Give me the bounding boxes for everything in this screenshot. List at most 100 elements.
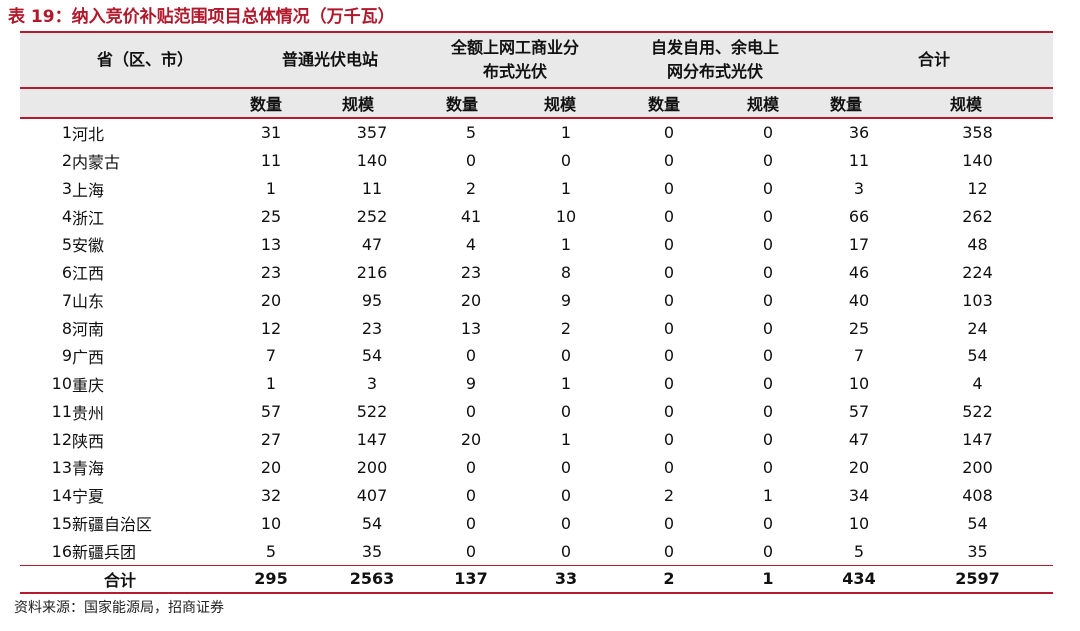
row-scale-2: 0 xyxy=(560,541,572,561)
row-scale-3: 0 xyxy=(762,179,774,199)
row-scale-2: 9 xyxy=(560,290,572,310)
header-group-commercial-pv: 全额上网工商业分 布式光伏 xyxy=(420,33,610,87)
table-title: 表 19：纳入竞价补贴范围项目总体情况（万千瓦） xyxy=(8,7,395,27)
table-total: 合计 295 2563 137 33 2 1 434 2597 xyxy=(20,565,1053,592)
row-scale-3: 0 xyxy=(762,457,774,477)
row-count-3: 0 xyxy=(663,151,675,171)
row-count-3: 0 xyxy=(663,234,675,254)
row-scale-2: 1 xyxy=(560,234,572,254)
row-count-3: 0 xyxy=(663,318,675,338)
header-mid-rule xyxy=(20,87,1053,89)
row-count-3: 0 xyxy=(663,179,675,199)
row-province: 江西 xyxy=(72,264,105,284)
subheader-scale-3: 规模 xyxy=(746,95,779,114)
row-province: 浙江 xyxy=(72,208,105,228)
row-count-2: 5 xyxy=(465,123,477,143)
row-scale-total: 54 xyxy=(967,346,988,366)
total-label: 合计 xyxy=(104,570,137,590)
row-count-1: 11 xyxy=(260,151,282,171)
row-count-total: 3 xyxy=(853,179,865,199)
row-count-total: 17 xyxy=(848,234,870,254)
row-count-3: 0 xyxy=(663,207,675,227)
row-scale-2: 1 xyxy=(560,430,572,450)
row-count-3: 0 xyxy=(663,457,675,477)
source-note: 资料来源：国家能源局，招商证券 xyxy=(14,600,224,616)
table-body: 1 河北 31 357 5 1 0 0 36 358 2 内蒙古 11 140 0 0 0 0 11 140 3 上海 1 1… xyxy=(20,119,1053,565)
row-count-1: 32 xyxy=(260,485,282,505)
row-scale-1: 357 xyxy=(356,123,388,143)
row-count-total: 20 xyxy=(848,457,870,477)
total-scale-2: 33 xyxy=(554,569,578,588)
row-scale-3: 0 xyxy=(762,346,774,366)
row-scale-total: 147 xyxy=(962,430,993,450)
row-scale-1: 54 xyxy=(361,513,383,533)
row-province: 贵州 xyxy=(72,403,105,423)
total-scale-1: 2563 xyxy=(349,569,395,588)
row-count-total: 46 xyxy=(848,262,870,282)
row-scale-2: 0 xyxy=(560,513,572,533)
row-province: 新疆兵团 xyxy=(72,543,137,563)
row-province: 青海 xyxy=(72,459,105,479)
table-row: 7 山东 20 95 20 9 0 0 40 103 xyxy=(20,286,1053,314)
row-count-3: 0 xyxy=(663,262,675,282)
row-scale-3: 0 xyxy=(762,207,774,227)
row-scale-1: 35 xyxy=(361,541,383,561)
table-row: 14 宁夏 32 407 0 0 2 1 34 408 xyxy=(20,481,1053,509)
row-scale-3: 0 xyxy=(762,374,774,394)
row-count-3: 0 xyxy=(663,374,675,394)
header-province: 省（区、市） xyxy=(96,50,193,69)
row-count-2: 0 xyxy=(465,485,477,505)
row-number: 16 xyxy=(51,541,72,561)
subheader-count-total: 数量 xyxy=(829,95,862,114)
row-number: 12 xyxy=(51,430,72,450)
row-number: 7 xyxy=(61,290,72,310)
row-count-1: 23 xyxy=(260,262,282,282)
row-scale-total: 35 xyxy=(967,541,988,561)
row-scale-2: 1 xyxy=(560,123,572,143)
row-scale-1: 147 xyxy=(356,430,388,450)
total-row: 合计 295 2563 137 33 2 1 434 2597 xyxy=(20,565,1053,592)
row-scale-total: 12 xyxy=(967,179,988,199)
row-scale-total: 24 xyxy=(967,318,988,338)
row-province: 安徽 xyxy=(72,236,105,256)
row-number: 10 xyxy=(51,374,72,394)
row-count-total: 25 xyxy=(848,318,870,338)
table-row: 15 新疆自治区 10 54 0 0 0 0 10 54 xyxy=(20,509,1053,537)
table-row: 16 新疆兵团 5 35 0 0 0 0 5 35 xyxy=(20,537,1053,565)
subheader-scale-2: 规模 xyxy=(543,95,576,114)
row-count-2: 20 xyxy=(460,290,482,310)
subheader-band xyxy=(20,89,1053,117)
row-count-1: 20 xyxy=(260,290,282,310)
row-count-1: 5 xyxy=(265,541,277,561)
row-scale-3: 1 xyxy=(762,485,774,505)
row-count-1: 1 xyxy=(265,179,277,199)
row-scale-total: 522 xyxy=(962,402,993,422)
row-scale-3: 0 xyxy=(762,151,774,171)
row-count-1: 25 xyxy=(260,207,282,227)
total-count-2: 137 xyxy=(454,569,488,588)
row-count-2: 2 xyxy=(465,179,477,199)
row-scale-2: 0 xyxy=(560,402,572,422)
data-table: 1 河北 31 357 5 1 0 0 36 358 2 内蒙古 11 140 0 0 0 0 11 140 3 上海 1 1… xyxy=(20,119,1053,592)
row-scale-3: 0 xyxy=(762,290,774,310)
row-count-total: 10 xyxy=(848,513,870,533)
row-scale-3: 0 xyxy=(762,234,774,254)
row-number: 8 xyxy=(61,318,72,338)
total-spacer xyxy=(20,565,72,592)
row-number: 14 xyxy=(51,485,72,505)
header-group-selfuse-pv-line2: 网分布式光伏 xyxy=(666,62,763,81)
row-number: 4 xyxy=(61,207,72,227)
row-scale-total: 4 xyxy=(972,374,983,394)
table-row: 11 贵州 57 522 0 0 0 0 57 522 xyxy=(20,398,1053,426)
table-row: 9 广西 7 54 0 0 0 0 7 54 xyxy=(20,342,1053,370)
row-scale-total: 48 xyxy=(967,234,988,254)
row-scale-2: 1 xyxy=(560,179,572,199)
row-count-3: 2 xyxy=(663,485,675,505)
row-province: 山东 xyxy=(72,292,105,312)
row-scale-3: 0 xyxy=(762,541,774,561)
header-group-selfuse-pv-line1: 自发自用、余电上 xyxy=(650,38,779,57)
row-province: 广西 xyxy=(72,347,105,367)
header-band xyxy=(20,33,1053,87)
row-number: 2 xyxy=(61,151,72,171)
row-count-3: 0 xyxy=(663,430,675,450)
